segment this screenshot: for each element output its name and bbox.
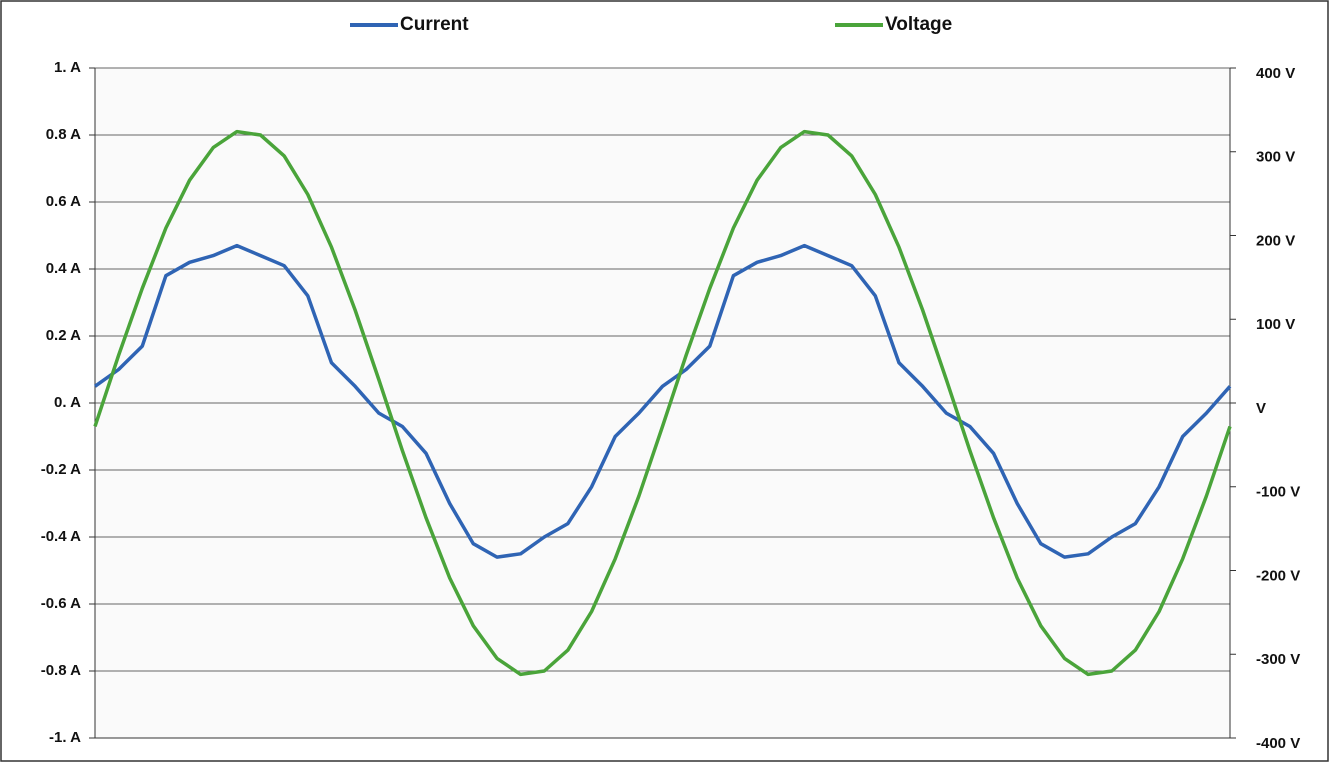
y2-tick-label: 100 V [1256, 316, 1295, 333]
y-tick-label: 0.6 A [46, 193, 81, 210]
y-tick-label: 1. A [54, 59, 81, 76]
y2-tick-label: 200 V [1256, 232, 1295, 249]
y2-tick-label: -100 V [1256, 484, 1300, 501]
y-tick-label: 0.8 A [46, 126, 81, 143]
y2-tick-label: 300 V [1256, 149, 1295, 166]
y-tick-label: 0. A [54, 394, 81, 411]
y-tick-label: -0.8 A [41, 662, 81, 679]
y2-tick-label: 400 V [1256, 65, 1295, 82]
legend-label: Current [400, 14, 469, 35]
y-tick-label: -0.2 A [41, 461, 81, 478]
y2-tick-label: -300 V [1256, 651, 1300, 668]
y-tick-label: -1. A [49, 729, 81, 746]
y-tick-label: -0.6 A [41, 595, 81, 612]
y-tick-label: 0.4 A [46, 260, 81, 277]
legend-label: Voltage [885, 14, 952, 35]
y2-tick-label: V [1256, 400, 1266, 417]
y-tick-label: 0.2 A [46, 327, 81, 344]
y2-tick-label: -400 V [1256, 735, 1300, 752]
series-line [93, 243, 1232, 559]
y-tick-label: -0.4 A [41, 528, 81, 545]
y2-tick-label: -200 V [1256, 567, 1300, 584]
series-line [93, 129, 1232, 677]
